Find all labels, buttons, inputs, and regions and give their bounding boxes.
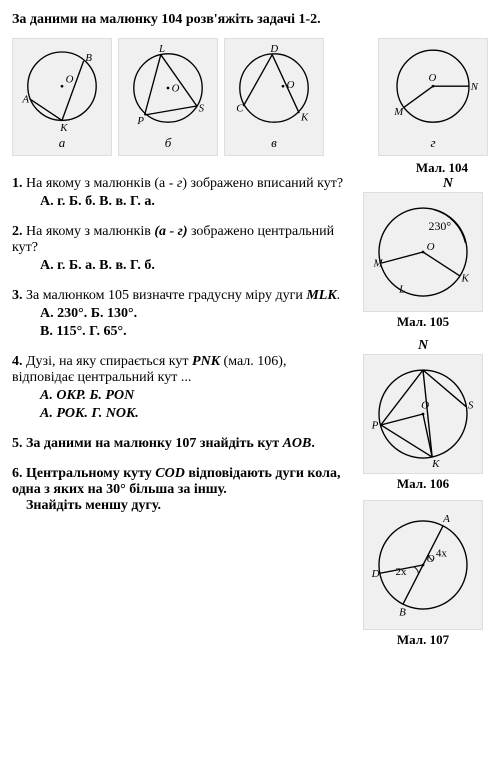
svg-text:A: A [21,93,29,105]
fig104-a: O A B K а [12,38,112,156]
svg-text:K: K [300,111,309,123]
svg-text:K: K [461,272,470,284]
q6-num: 6. [12,466,23,481]
questions-column: 1. На якому з малюнків (а - г) зображено… [12,176,348,648]
q4-options-1: А. OKP. Б. PON [40,388,348,404]
q3-num: 3. [12,288,23,303]
q1-text: На якому з малюнків (а - г) зображено вп… [26,176,343,191]
q2-text: На якому з малюнків (а - г) зображено це… [12,224,334,255]
q2-options: А. г. Б. а. В. в. Г. б. [40,258,348,274]
q6-text: Центральному куту COD відповідають дуги … [12,466,340,497]
fig106-N-outside: N [418,338,428,354]
q1-num: 1. [12,176,23,191]
svg-text:K: K [431,458,440,469]
svg-text:S: S [468,400,474,412]
fig105-caption: Мал. 105 [397,314,449,330]
fig106: N O P K S Ма [363,338,483,492]
fig104-g: O N M г [378,38,488,156]
q3-options-1: А. 230°. Б. 130°. [40,306,348,322]
svg-text:S: S [199,102,205,114]
svg-text:D: D [269,43,278,55]
fig107-2x: 2x [396,566,408,578]
svg-text:L: L [158,43,165,55]
fig105-N-outside: N [443,176,453,192]
q3-options-2: В. 115°. Г. 65°. [40,324,348,340]
fig104-row: O A B K а O L P S б O [12,38,488,156]
svg-text:O: O [172,83,180,95]
fig105-arc-label: 230° [429,219,452,233]
svg-text:C: C [236,102,244,114]
svg-text:A: A [442,513,450,525]
q4-num: 4. [12,354,23,369]
svg-text:P: P [371,420,379,432]
svg-text:L: L [398,283,405,295]
fig104-v-label: в [271,135,277,151]
page-header: За даними на малюнку 104 розв'яжіть зада… [12,12,488,28]
fig104-g-label: г [430,135,435,151]
question-5: 5. За даними на малюнку 107 знайдіть кут… [12,436,348,452]
q3-text: За малюнком 105 визначте градусну міру д… [26,288,340,303]
fig107-4x: 4x [436,548,448,560]
svg-text:M: M [373,258,384,270]
svg-text:O: O [427,241,435,253]
fig104-a-label: а [59,135,66,151]
fig107: O A B D 2x 4x Мал. 107 [363,500,483,648]
svg-text:P: P [136,115,144,127]
fig106-caption: Мал. 106 [397,476,449,492]
q4-text: Дузі, на яку спирається кут PNK (мал. 10… [12,354,286,385]
q4-options-2: А. POK. Г. NOK. [40,406,348,422]
question-2: 2. На якому з малюнків (а - г) зображено… [12,224,348,274]
question-1: 1. На якому з малюнків (а - г) зображено… [12,176,348,210]
q5-text: За даними на малюнку 107 знайдіть кут AO… [26,436,315,451]
q6-text-d: Знайдіть меншу дугу. [26,498,348,514]
figures-column: N O M K L 230° Мал. 105 [358,176,488,648]
q2-num: 2. [12,224,23,239]
q1-options: А. г. Б. б. В. в. Г. а. [40,194,348,210]
svg-text:O: O [429,72,437,84]
question-4: 4. Дузі, на яку спирається кут PNK (мал.… [12,354,348,422]
svg-text:N: N [470,81,479,93]
fig104-b: O L P S б [118,38,218,156]
fig104-b-label: б [165,135,172,151]
svg-text:O: O [421,400,429,412]
fig107-caption: Мал. 107 [397,632,449,648]
svg-text:K: K [59,122,68,133]
fig104-caption: Мал. 104 [12,160,468,176]
question-6: 6. Центральному куту COD відповідають ду… [12,466,348,514]
svg-text:B: B [85,52,92,64]
fig105: N O M K L 230° Мал. 105 [363,176,483,330]
svg-text:B: B [399,606,406,618]
fig104-v: O D C K в [224,38,324,156]
question-3: 3. За малюнком 105 визначте градусну мір… [12,288,348,340]
svg-text:D: D [371,568,380,580]
svg-text:O: O [66,74,74,86]
q5-num: 5. [12,436,23,451]
svg-text:M: M [393,106,404,118]
